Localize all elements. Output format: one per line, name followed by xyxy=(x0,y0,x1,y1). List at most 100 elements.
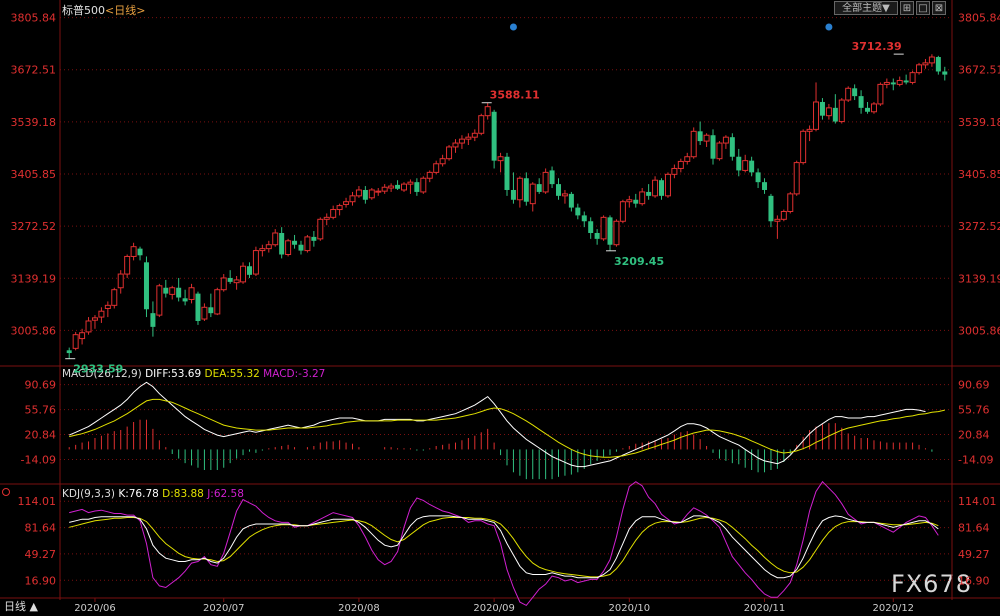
candle-body-75 xyxy=(549,170,555,185)
candle-body-65 xyxy=(484,106,491,117)
candle-body-125 xyxy=(870,103,877,113)
candle-body-14 xyxy=(156,285,163,316)
candle-body-80 xyxy=(581,215,587,222)
candle-body-11 xyxy=(137,248,143,256)
candle-body-24 xyxy=(220,277,227,291)
candle-body-82 xyxy=(594,232,600,239)
candle-body-89 xyxy=(639,191,646,205)
candle-body-41 xyxy=(330,209,337,218)
candle-body-106 xyxy=(749,160,755,173)
period-toggle[interactable]: 日线 ▲ xyxy=(4,600,38,613)
candle-body-53 xyxy=(407,181,414,185)
macd-legend: MACD(26,12,9) DIFF:53.69 DEA:55.32 MACD:… xyxy=(62,368,325,380)
candle-body-85 xyxy=(613,220,620,246)
ytick-left-2-0: 114.01 xyxy=(18,495,57,508)
theme-dropdown-button[interactable]: 全部主题▼ xyxy=(834,1,898,15)
ytick-right-1-2: 20.84 xyxy=(958,429,990,442)
candle-body-132 xyxy=(916,64,923,74)
candle-body-58 xyxy=(439,158,446,165)
restore-icon[interactable]: ⊞ xyxy=(900,1,914,15)
maximize-icon[interactable]: □ xyxy=(916,1,930,15)
candle-body-45 xyxy=(355,189,362,197)
candle-body-123 xyxy=(858,96,864,108)
candle-body-62 xyxy=(465,136,472,140)
event-marker-1 xyxy=(825,23,833,31)
candle-body-60 xyxy=(452,142,459,148)
candle-body-101 xyxy=(716,142,723,160)
candle-body-120 xyxy=(838,99,845,123)
candle-body-74 xyxy=(542,171,549,193)
candle-body-35 xyxy=(292,240,298,245)
candle-body-48 xyxy=(375,190,382,193)
ytick-right-2-2: 49.27 xyxy=(958,548,990,561)
ytick-left-0-1: 3672.51 xyxy=(11,64,57,77)
candle-body-66 xyxy=(491,111,497,161)
candle-body-32 xyxy=(272,232,279,246)
candle-body-1 xyxy=(72,334,79,349)
candle-body-107 xyxy=(755,172,761,183)
ytick-left-0-4: 3272.52 xyxy=(11,220,57,233)
macd-legend-1: DIFF:53.69 xyxy=(145,368,202,380)
candle-body-113 xyxy=(793,162,800,195)
candle-body-104 xyxy=(736,156,742,171)
ytick-left-0-6: 3005.86 xyxy=(11,324,57,337)
candle-body-95 xyxy=(677,160,684,169)
period-selector[interactable]: <日线> xyxy=(105,4,146,17)
candle-body-56 xyxy=(426,171,433,179)
candle-body-28 xyxy=(246,266,252,275)
ytick-right-0-4: 3272.52 xyxy=(958,220,1000,233)
candle-body-105 xyxy=(742,160,749,171)
kdj-legend-1: K:76.78 xyxy=(118,488,159,500)
candle-body-68 xyxy=(504,156,510,190)
candle-body-26 xyxy=(233,279,240,284)
candle-body-42 xyxy=(336,205,343,211)
candle-body-117 xyxy=(819,101,825,116)
candle-body-79 xyxy=(575,207,581,216)
event-marker-0 xyxy=(509,23,517,31)
candle-body-4 xyxy=(91,317,98,321)
annotation-label-1: 3588.11 xyxy=(490,89,540,102)
candle-body-71 xyxy=(523,178,529,202)
indicator-settings-icon[interactable] xyxy=(2,488,10,496)
macd-legend-2: DEA:55.32 xyxy=(204,368,260,380)
candle-body-94 xyxy=(671,167,678,175)
close-icon[interactable]: ⊠ xyxy=(932,1,946,15)
candle-body-6 xyxy=(104,304,111,309)
kdj-legend-2: D:83.88 xyxy=(162,488,204,500)
candle-body-3 xyxy=(85,320,92,333)
candle-body-128 xyxy=(890,82,896,85)
ytick-left-2-3: 16.90 xyxy=(25,574,57,587)
candle-body-57 xyxy=(433,163,440,173)
candle-body-98 xyxy=(697,131,703,142)
kdj-k-line xyxy=(69,515,939,579)
candle-body-126 xyxy=(877,83,884,105)
candle-body-86 xyxy=(619,201,626,222)
candle-body-122 xyxy=(852,88,858,97)
xtick-label-0: 2020/06 xyxy=(74,603,116,614)
candle-body-70 xyxy=(516,177,523,201)
ytick-right-0-1: 3672.51 xyxy=(958,64,1000,77)
candle-body-91 xyxy=(652,179,659,197)
ytick-right-2-1: 81.64 xyxy=(958,522,990,535)
candle-body-47 xyxy=(368,189,375,199)
candle-body-118 xyxy=(825,107,832,117)
candle-body-109 xyxy=(768,195,774,222)
ytick-right-1-0: 90.69 xyxy=(958,379,990,392)
candle-body-73 xyxy=(536,184,542,192)
candle-body-77 xyxy=(561,193,568,197)
ytick-right-0-6: 3005.86 xyxy=(958,324,1000,337)
ytick-right-0-0: 3805.84 xyxy=(958,12,1000,25)
candle-body-119 xyxy=(832,107,838,122)
candle-body-78 xyxy=(568,193,574,208)
candle-body-61 xyxy=(458,138,465,144)
candle-body-55 xyxy=(420,177,427,193)
annotation-label-2: 3209.45 xyxy=(614,255,664,268)
xtick-label-5: 2020/11 xyxy=(744,603,786,614)
kdj-legend-0: KDJ(9,3,3) xyxy=(62,488,115,500)
candle-body-10 xyxy=(130,246,137,257)
ytick-left-0-5: 3139.19 xyxy=(11,272,57,285)
candle-body-99 xyxy=(703,134,710,142)
ytick-right-2-0: 114.01 xyxy=(958,495,997,508)
candle-body-17 xyxy=(176,287,182,298)
ytick-right-0-3: 3405.85 xyxy=(958,168,1000,181)
